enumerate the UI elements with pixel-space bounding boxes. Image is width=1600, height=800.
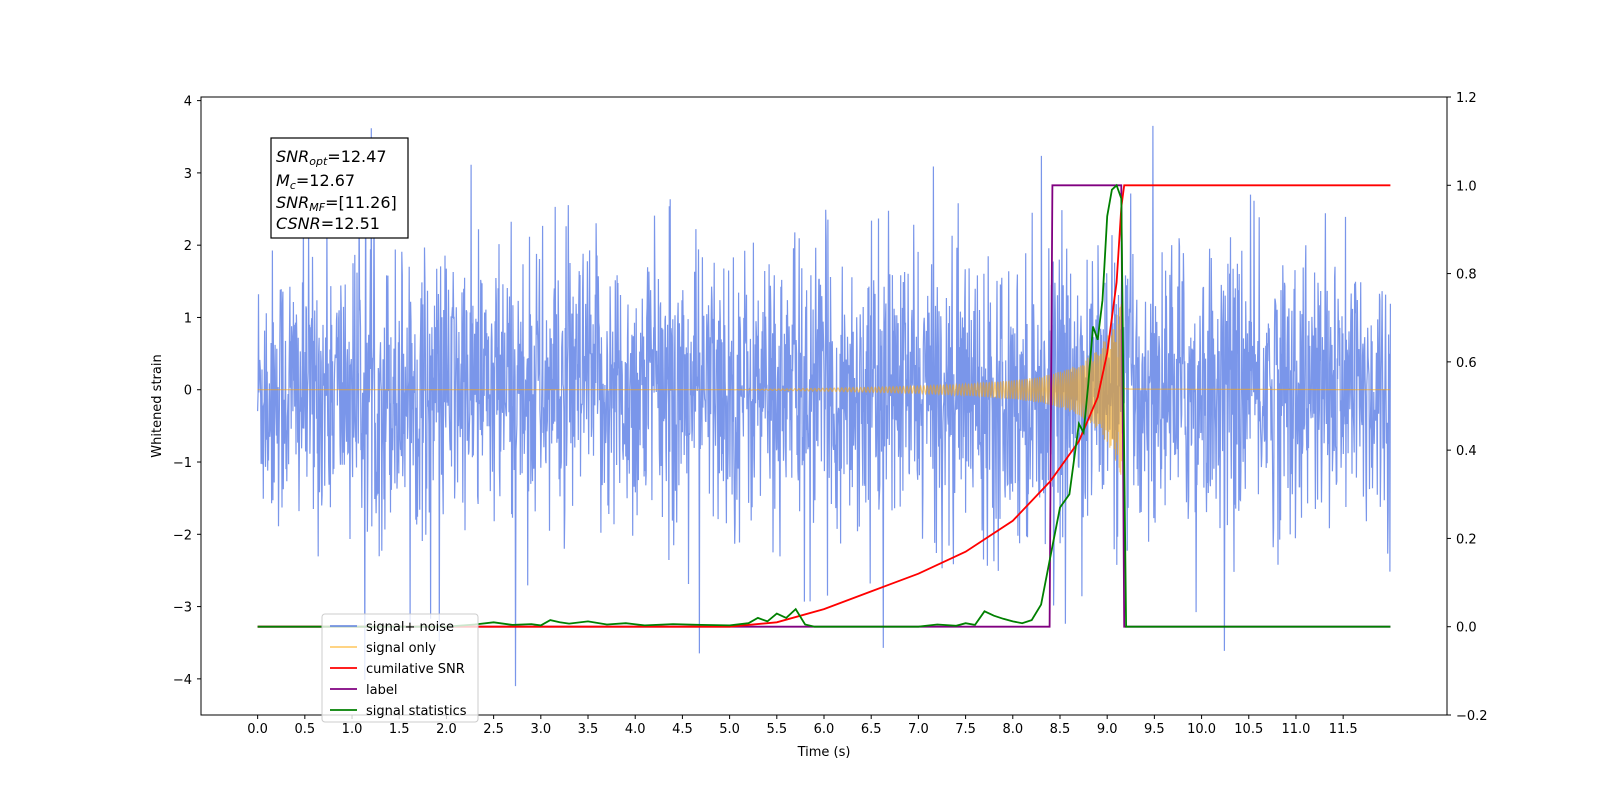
y2-tick-label: 1.0 bbox=[1456, 179, 1477, 194]
y-tick-label: −2 bbox=[173, 528, 192, 543]
y-tick-label: −1 bbox=[173, 456, 192, 471]
x-tick-label: 8.0 bbox=[1002, 722, 1023, 737]
y-tick-label: 1 bbox=[184, 311, 192, 326]
y-tick-label: 3 bbox=[184, 167, 192, 182]
y-axis-left: 4 3 2 1 0 −1 −2 −3 −4 bbox=[173, 95, 201, 688]
x-tick-label: 0.0 bbox=[247, 722, 268, 737]
plot-area bbox=[257, 125, 1391, 687]
legend-label: cumilative SNR bbox=[366, 662, 465, 677]
y-axis-right: 1.2 1.0 0.8 0.6 0.4 0.2 0.0 −0.2 bbox=[1447, 91, 1488, 724]
x-tick-label: 10.5 bbox=[1234, 722, 1263, 737]
y2-tick-label: 0.2 bbox=[1456, 532, 1477, 547]
y2-tick-label: 0.8 bbox=[1456, 268, 1477, 283]
annotation-snr-opt: SNRopt=12.47 bbox=[276, 147, 387, 168]
x-tick-label: 5.0 bbox=[719, 722, 740, 737]
y-tick-label: 2 bbox=[184, 239, 192, 254]
series-signal-only bbox=[257, 304, 1391, 475]
legend-frame bbox=[321, 613, 479, 723]
y-tick-label: −4 bbox=[173, 673, 192, 688]
annotation-csnr: CSNR=12.51 bbox=[276, 214, 380, 233]
x-tick-label: 8.5 bbox=[1050, 722, 1071, 737]
legend-label: label bbox=[366, 683, 397, 698]
y-axis-label: Whitened strain bbox=[150, 354, 165, 457]
x-tick-label: 7.0 bbox=[908, 722, 929, 737]
y-tick-label: −3 bbox=[173, 601, 192, 616]
y2-tick-label: 1.2 bbox=[1456, 91, 1477, 106]
legend-label: signal only bbox=[366, 641, 436, 656]
x-tick-label: 1.0 bbox=[342, 722, 363, 737]
y-tick-label: 0 bbox=[184, 384, 192, 399]
series-signal-statistics bbox=[257, 183, 1391, 628]
x-tick-label: 7.5 bbox=[955, 722, 976, 737]
x-tick-label: 3.5 bbox=[578, 722, 599, 737]
x-tick-label: 9.5 bbox=[1144, 722, 1165, 737]
annotation-mc: Mc=12.67 bbox=[276, 171, 355, 192]
x-tick-label: 4.0 bbox=[625, 722, 646, 737]
legend-label: signal+ noise bbox=[366, 620, 454, 635]
legend: signal+ noise signal only cumilative SNR la… bbox=[321, 613, 479, 723]
x-tick-label: 11.0 bbox=[1281, 722, 1310, 737]
annotation-box: SNRopt=12.47 Mc=12.67 SNRMF=[11.26] CSNR… bbox=[270, 137, 409, 239]
x-tick-label: 10.0 bbox=[1187, 722, 1216, 737]
x-tick-label: 6.0 bbox=[814, 722, 835, 737]
x-tick-label: 0.5 bbox=[294, 722, 315, 737]
x-tick-label: 4.5 bbox=[672, 722, 693, 737]
x-tick-label: 2.0 bbox=[436, 722, 457, 737]
y2-tick-label: 0.0 bbox=[1456, 621, 1477, 636]
legend-label: signal statistics bbox=[366, 704, 467, 719]
y2-tick-label: 0.6 bbox=[1456, 356, 1477, 371]
x-axis-label: Time (s) bbox=[797, 745, 851, 760]
y2-tick-label: −0.2 bbox=[1456, 709, 1488, 724]
x-tick-label: 2.5 bbox=[483, 722, 504, 737]
annotation-frame bbox=[270, 137, 409, 239]
x-tick-label: 11.5 bbox=[1329, 722, 1358, 737]
x-tick-label: 1.5 bbox=[389, 722, 410, 737]
x-axis: 0.0 0.5 1.0 1.5 2.0 2.5 3.0 3.5 4.0 4.5 5.0 5.5 6.0 6… bbox=[247, 715, 1358, 737]
x-tick-label: 5.5 bbox=[766, 722, 787, 737]
annotation-snr-mf: SNRMF=[11.26] bbox=[276, 193, 397, 214]
y2-tick-label: 0.4 bbox=[1456, 444, 1477, 459]
series-signal-noise bbox=[257, 125, 1391, 687]
y-tick-label: 4 bbox=[184, 95, 192, 110]
x-tick-label: 9.0 bbox=[1097, 722, 1118, 737]
x-tick-label: 3.0 bbox=[530, 722, 551, 737]
x-tick-label: 6.5 bbox=[861, 722, 882, 737]
